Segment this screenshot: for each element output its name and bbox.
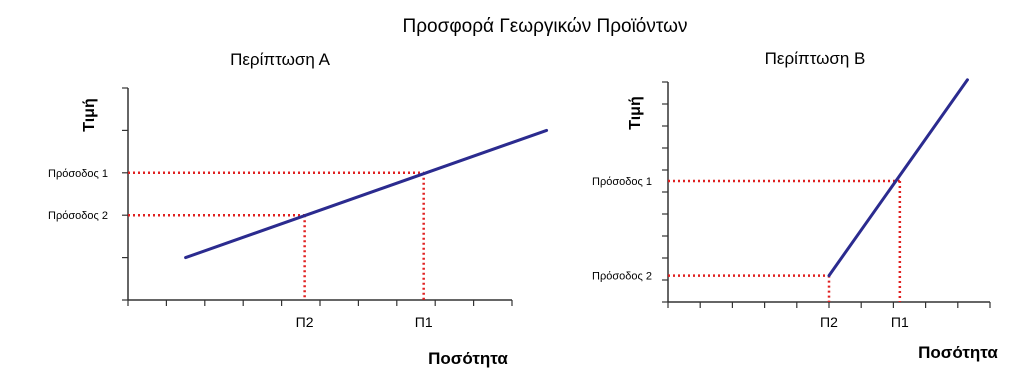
panel-title: Περίπτωση Α bbox=[230, 50, 331, 69]
level-label: Πρόσοδος 1 bbox=[48, 168, 108, 180]
y-axis-label: Τιμή bbox=[81, 98, 98, 132]
figure-title: Προσφορά Γεωργικών Προϊόντων bbox=[403, 16, 688, 37]
y-axis-label: Τιμή bbox=[627, 96, 644, 130]
x-level-tick-label: Π1 bbox=[891, 314, 909, 330]
x-level-tick-label: Π1 bbox=[415, 314, 433, 330]
panel-case-b: Περίπτωση Β Ποσότητα Τιμή Πρόσοδος 1 Π1 Πρόσο… bbox=[592, 49, 998, 362]
panel-title: Περίπτωση Β bbox=[765, 49, 866, 68]
x-axis-label: Ποσότητα bbox=[918, 343, 998, 362]
level-label: Πρόσοδος 1 bbox=[592, 176, 652, 188]
x-level-tick-label: Π2 bbox=[820, 314, 838, 330]
x-level-tick-label: Π2 bbox=[296, 314, 314, 330]
x-axis-label: Ποσότητα bbox=[428, 349, 508, 368]
supply-line bbox=[827, 78, 969, 278]
supply-line bbox=[184, 128, 549, 260]
panel-case-a: Περίπτωση Α Ποσότητα Τιμή Πρόσοδος 1 Π1 Πρόσο… bbox=[48, 50, 549, 368]
level-label: Πρόσοδος 2 bbox=[592, 271, 652, 283]
level-label: Πρόσοδος 2 bbox=[48, 210, 108, 222]
